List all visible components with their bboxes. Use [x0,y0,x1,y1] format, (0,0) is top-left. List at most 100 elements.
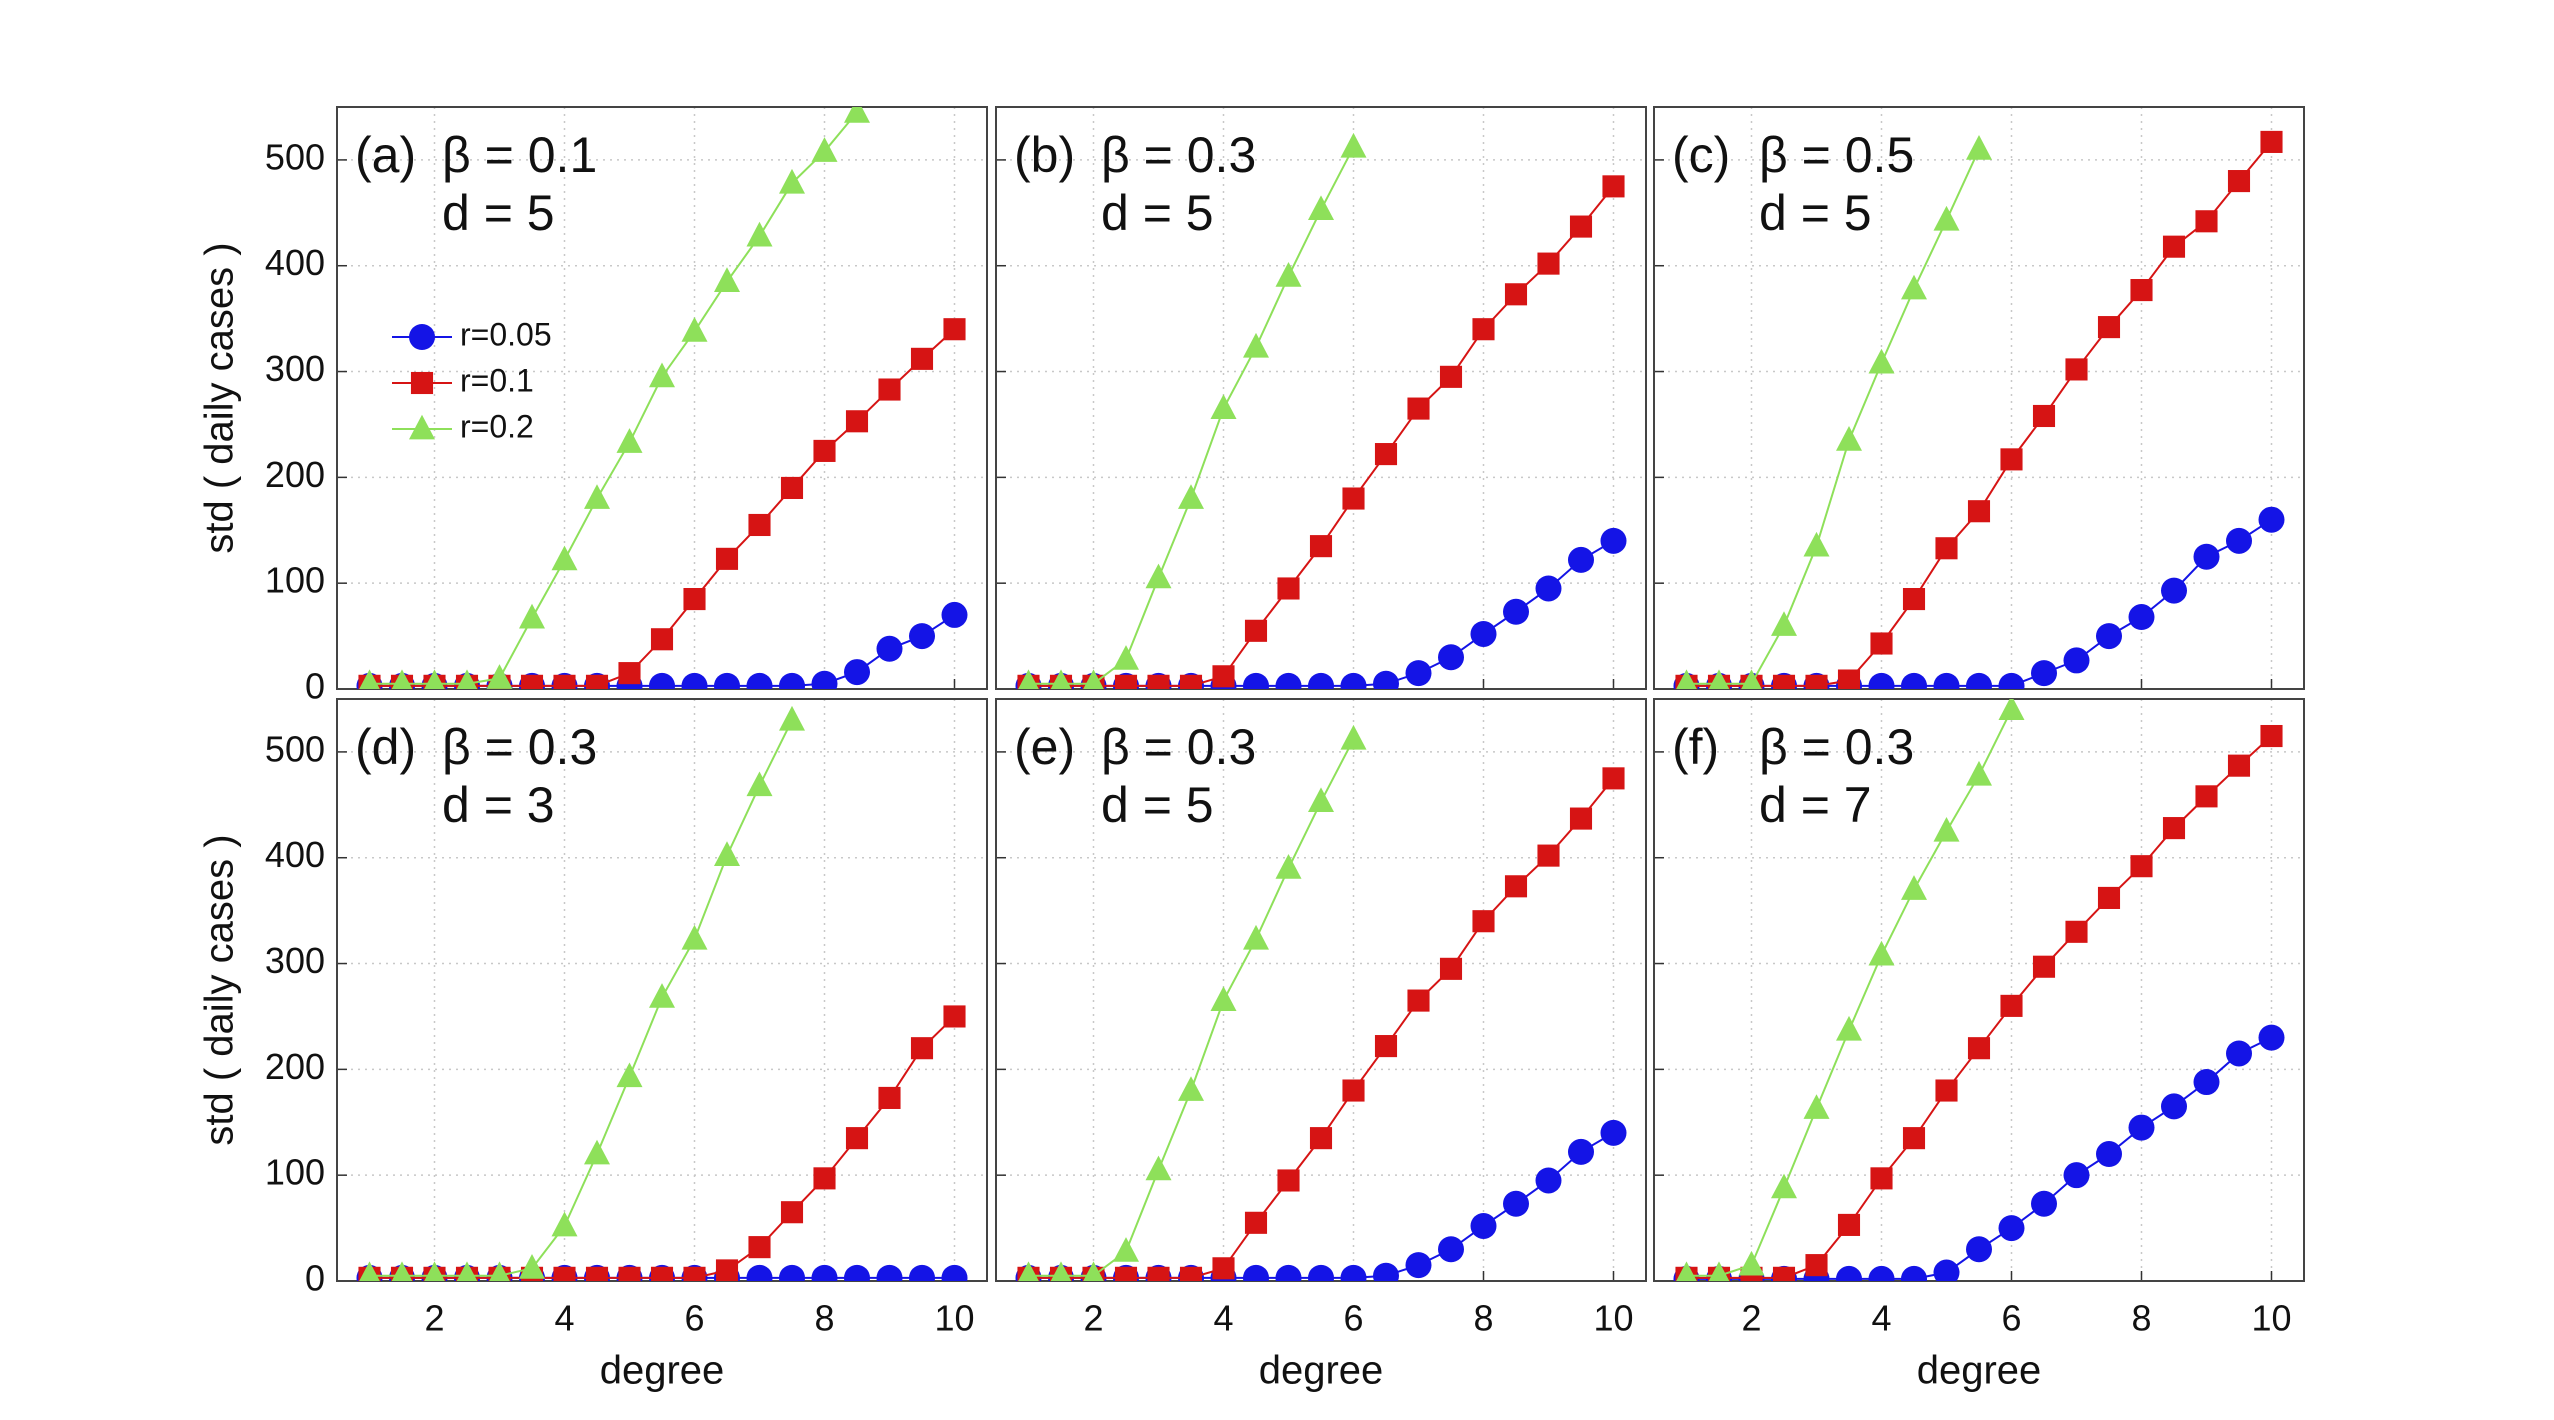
data-point [1998,672,2025,689]
data-point [519,603,545,629]
data-point [519,1254,545,1279]
data-point [1868,940,1895,966]
annotation: d = 5 [1101,185,1214,241]
data-point [1503,598,1529,625]
data-point [779,1264,805,1281]
data-point [910,347,934,370]
y-tick-label: 400 [265,834,325,875]
panel: 0 100 200 300 400 500 2 4 6 8 10 (d) β = 0.3d = 3 deg… [198,698,988,1393]
data-point [1244,619,1268,642]
data-point [1113,1237,1139,1262]
legend-label: r=0.1 [460,362,534,398]
x-axis-label: degree [1917,1349,2042,1393]
data-point [650,1266,674,1281]
data-point [391,1261,413,1281]
data-point [1602,767,1625,790]
data-point [1145,563,1172,589]
x-tick-label: 2 [1083,1298,1103,1339]
data-point [1308,787,1334,813]
data-point [1868,348,1895,374]
data-point [616,428,643,453]
data-point [2193,543,2220,570]
data-point [1275,1264,1302,1281]
x-tick-label: 10 [934,1298,974,1339]
data-point [683,588,706,611]
x-tick-label: 4 [1213,1298,1233,1339]
data-point [845,1127,869,1150]
annotation: d = 3 [442,777,555,833]
y-tick-label: 0 [305,1258,325,1299]
data-point [1935,1079,1958,1102]
data-point [2162,235,2186,258]
annotation: d = 5 [1759,185,1872,241]
data-point [616,1062,643,1088]
data-point [780,1201,804,1224]
data-point [1738,1250,1765,1276]
data-point [746,1264,773,1281]
plot-content [1673,130,2285,689]
data-point [1340,672,1367,689]
data-point [1966,135,1992,160]
data-point [1407,397,1430,420]
data-point [878,378,901,401]
data-point [1340,132,1367,158]
annotation: d = 7 [1759,777,1872,833]
y-tick-label: 300 [265,940,325,981]
data-point [1243,924,1269,950]
data-point [520,674,544,689]
data-point [1535,1167,1562,1194]
legend-marker [410,371,434,395]
data-point [714,841,740,867]
data-point [2130,279,2153,302]
data-point [649,983,675,1008]
data-point [1902,588,1926,611]
series-line [369,111,858,685]
data-point [359,669,380,689]
data-point [748,1236,771,1259]
series-line [1686,148,1980,685]
data-point [715,547,739,570]
panel: (b) β = 0.3d = 5 [995,106,1647,690]
legend-marker [409,324,435,350]
data-point [1472,910,1495,933]
data-point [1537,252,1560,275]
data-point [2128,1114,2155,1141]
data-point [1708,1261,1730,1281]
y-tick-label: 400 [265,242,325,283]
data-point [456,669,478,689]
data-point [2063,1162,2090,1189]
annotation: β = 0.3 [1759,719,1914,775]
data-point [681,924,708,950]
axes-frame [1653,698,2305,1282]
data-point [1083,669,1104,689]
data-point [1083,1261,1104,1281]
data-point [779,705,805,731]
data-point [1600,527,1627,554]
data-point [845,410,869,433]
data-point [715,1259,739,1281]
data-point [1772,1266,1796,1281]
data-point [779,168,805,194]
data-point [1145,1155,1172,1181]
data-point [2161,577,2187,604]
data-point [1503,1190,1529,1217]
data-point [1050,669,1072,689]
data-point [1342,487,1365,510]
data-point [1050,1261,1072,1281]
data-point [1998,1215,2025,1242]
data-point [2096,623,2122,650]
data-point [1741,669,1762,689]
plot-content [1015,724,1627,1281]
data-point [746,771,773,797]
data-point [2096,1141,2122,1168]
data-point [1836,1015,1862,1041]
panel-label: (d) [355,719,416,775]
data-point [1805,674,1828,689]
data-point [2065,920,2088,943]
data-point [943,1005,966,1028]
x-tick-label: 4 [554,1298,574,1339]
data-point [1308,672,1334,689]
x-tick-label: 4 [1871,1298,1891,1339]
panel-label: (a) [355,127,416,183]
